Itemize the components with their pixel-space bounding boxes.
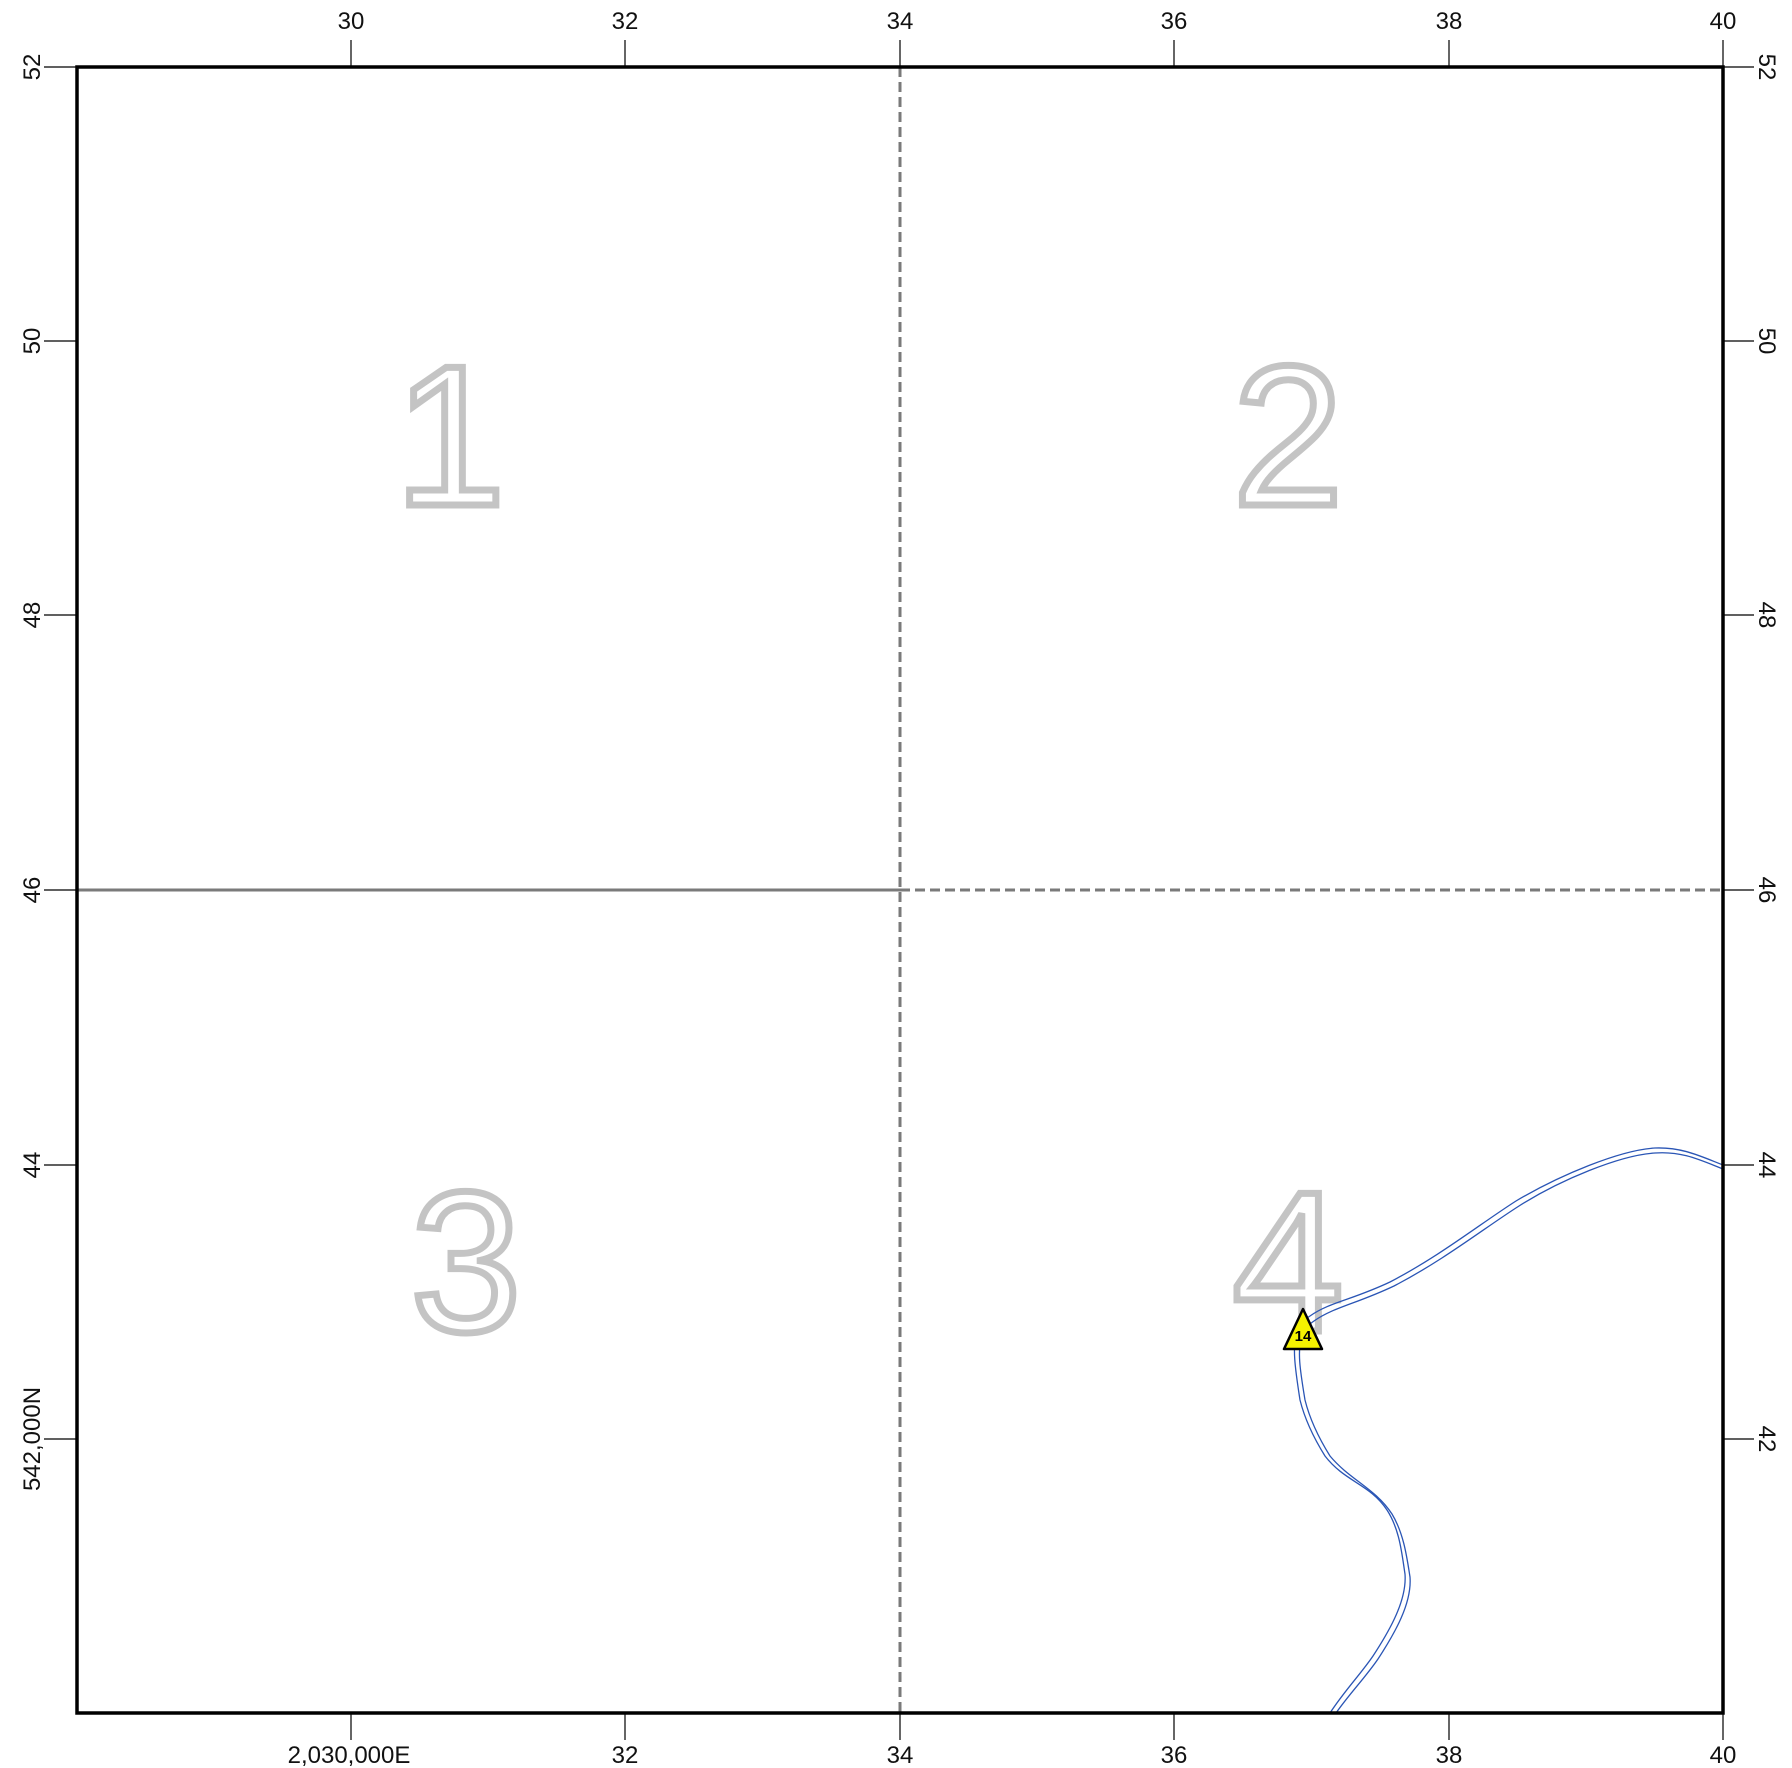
section-lines (77, 67, 1723, 1713)
top-tick-label: 34 (887, 8, 914, 35)
left-tick-labels: 52 50 48 46 44 542,000N (19, 54, 46, 1491)
bottom-tick-label-easting: 2,030,000E (288, 1742, 411, 1768)
right-tick-label: 48 (1753, 602, 1780, 629)
right-tick-label: 46 (1753, 877, 1780, 904)
right-tick-labels: 52 50 48 46 44 42 (1753, 54, 1780, 1453)
bottom-tick-label: 38 (1436, 1742, 1463, 1768)
bottom-tick-label: 34 (887, 1742, 914, 1768)
top-tick-label: 38 (1436, 8, 1463, 35)
top-tick-label: 30 (338, 8, 365, 35)
right-tick-label: 52 (1753, 54, 1780, 81)
right-tick-label: 44 (1753, 1152, 1780, 1179)
bottom-tick-labels: 2,030,000E 32 34 36 38 40 (288, 1742, 1737, 1768)
river (1293, 1147, 1724, 1714)
left-tick-marks (44, 66, 77, 1440)
left-tick-label: 52 (19, 54, 46, 81)
bottom-tick-marks (350, 1713, 1724, 1740)
right-tick-label: 42 (1753, 1426, 1780, 1453)
top-tick-labels: 30 32 34 36 38 40 (338, 8, 1737, 35)
bottom-tick-label: 36 (1161, 1742, 1188, 1768)
top-tick-marks (350, 40, 1724, 67)
triangle-marker-14[interactable]: 14 (1282, 1307, 1324, 1351)
left-tick-label: 46 (19, 877, 46, 904)
marker-label: 14 (1295, 1328, 1312, 1345)
left-tick-label: 44 (19, 1152, 46, 1179)
left-tick-label: 50 (19, 328, 46, 355)
bottom-tick-label: 32 (612, 1742, 639, 1768)
quadrant-label-1: 1 (394, 325, 505, 548)
left-tick-label-northing: 542,000N (19, 1387, 46, 1491)
bottom-tick-label: 40 (1710, 1742, 1737, 1768)
map-frame (75, 65, 1725, 1715)
right-tick-marks (1723, 66, 1754, 1440)
top-tick-label: 36 (1161, 8, 1188, 35)
quadrant-labels: 1 2 3 4 (391, 322, 1347, 1378)
triangle-icon (1282, 1307, 1324, 1351)
quadrant-label-3: 3 (410, 1151, 521, 1374)
right-tick-label: 50 (1753, 328, 1780, 355)
left-tick-label: 48 (19, 602, 46, 629)
top-tick-label: 40 (1710, 8, 1737, 35)
quadrant-label-2: 2 (1232, 325, 1343, 548)
top-tick-label: 32 (612, 8, 639, 35)
